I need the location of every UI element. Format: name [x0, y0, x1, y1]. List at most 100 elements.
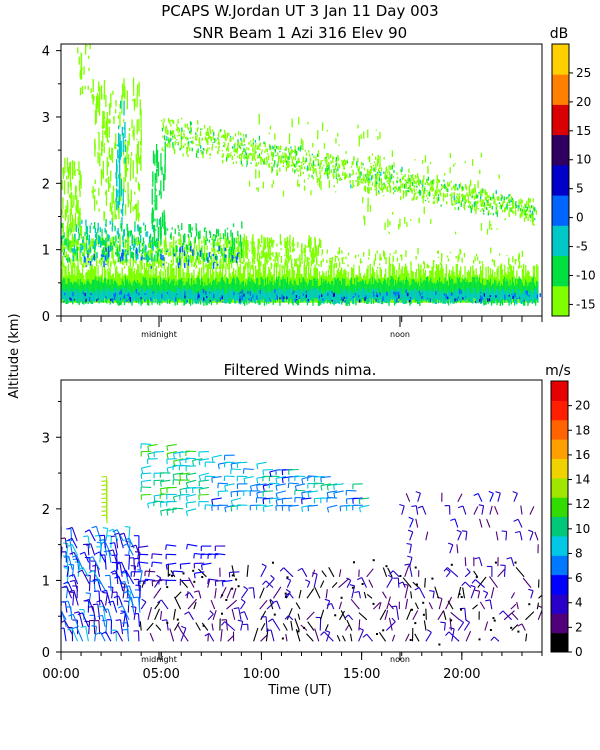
snr-cell	[322, 282, 324, 303]
wind-barb-flag	[122, 591, 128, 595]
snr-cell	[402, 183, 404, 187]
snr-cell	[310, 287, 312, 298]
snr-cell	[312, 161, 315, 166]
snr-cell	[244, 263, 247, 270]
wind-barb-flag	[125, 540, 131, 543]
snr-cell	[512, 206, 514, 209]
snr-cell	[365, 177, 367, 180]
snr-cell	[137, 291, 139, 302]
snr-cell	[162, 125, 165, 129]
snr-cell	[298, 296, 301, 299]
snr-cell	[465, 292, 467, 303]
snr-cell	[480, 223, 483, 231]
snr-cell	[172, 255, 174, 266]
snr-cell	[499, 264, 501, 303]
snr-cell	[362, 163, 364, 166]
snr-cell	[197, 120, 199, 125]
snr-cell	[489, 295, 491, 297]
snr-cell	[371, 182, 373, 186]
snr-cell	[501, 195, 503, 200]
snr-cell	[345, 290, 347, 301]
snr-cell	[398, 188, 400, 191]
snr-colorbar-label: 25	[576, 66, 591, 80]
snr-cell	[94, 222, 96, 229]
snr-cell	[457, 194, 460, 197]
snr-cell	[134, 291, 137, 302]
snr-cell	[144, 244, 146, 253]
snr-cell	[197, 144, 199, 147]
snr-cell	[139, 287, 141, 298]
snr-cell	[360, 161, 363, 166]
snr-cell	[391, 175, 393, 177]
snr-cell	[461, 257, 463, 263]
snr-cell	[330, 264, 332, 303]
snr-cell	[117, 288, 119, 299]
snr-cell	[212, 236, 214, 247]
snr-cell	[503, 264, 505, 266]
snr-ytick-label: 1	[42, 244, 50, 259]
snr-cell	[84, 249, 86, 253]
snr-cell	[374, 289, 376, 300]
snr-cell	[299, 278, 301, 299]
snr-cell	[450, 279, 452, 300]
snr-cell	[89, 266, 91, 269]
snr-cell	[512, 256, 514, 263]
snr-cell	[89, 261, 92, 266]
snr-cell	[380, 256, 382, 261]
snr-cell	[467, 206, 470, 208]
snr-cell	[293, 280, 295, 300]
snr-cell	[100, 257, 102, 260]
snr-cell	[388, 171, 390, 176]
snr-cell	[171, 227, 173, 230]
snr-cell	[89, 225, 91, 234]
snr-cell	[319, 167, 321, 170]
snr-cell	[423, 190, 425, 199]
wind-barb-flag	[87, 556, 93, 560]
snr-cell	[72, 266, 74, 269]
snr-cell	[519, 213, 521, 219]
snr-cell	[299, 147, 301, 152]
snr-cell	[288, 147, 290, 153]
snr-cell	[523, 299, 525, 302]
wind-barb	[76, 555, 84, 570]
snr-cell	[479, 198, 482, 202]
snr-cell	[311, 164, 313, 168]
snr-cell	[189, 147, 191, 152]
snr-cell	[259, 252, 261, 254]
snr-cell	[396, 297, 398, 301]
snr-cell	[119, 155, 121, 160]
snr-ytick-label: 3	[42, 111, 50, 126]
snr-cell	[152, 172, 154, 187]
snr-cell	[485, 266, 487, 303]
snr-cell	[77, 293, 79, 304]
snr-cell	[249, 250, 251, 252]
snr-cell	[451, 187, 453, 191]
snr-cell	[491, 205, 493, 210]
snr-cell	[307, 256, 309, 266]
snr-cell	[393, 162, 395, 168]
snr-cell	[258, 266, 260, 303]
snr-cell	[414, 159, 416, 161]
snr-cell	[294, 258, 296, 262]
snr-cell	[92, 186, 94, 199]
snr-cell	[481, 296, 483, 299]
snr-cell	[132, 77, 135, 92]
snr-cell	[500, 197, 502, 201]
snr-cell	[339, 177, 342, 181]
snr-cell	[469, 204, 471, 209]
snr-cell	[119, 233, 121, 244]
snr-cell	[276, 169, 278, 176]
snr-cell	[161, 119, 163, 122]
snr-cell	[325, 157, 327, 159]
snr-cell	[187, 289, 190, 299]
wind-barb	[105, 528, 109, 542]
snr-cell	[406, 293, 408, 296]
snr-cell	[124, 292, 127, 303]
snr-cell	[454, 290, 456, 300]
snr-cell	[283, 296, 285, 299]
snr-cell	[282, 266, 285, 269]
snr-cell	[399, 168, 402, 172]
snr-cell	[120, 140, 122, 158]
snr-cell	[207, 257, 209, 263]
snr-cell	[354, 288, 356, 298]
